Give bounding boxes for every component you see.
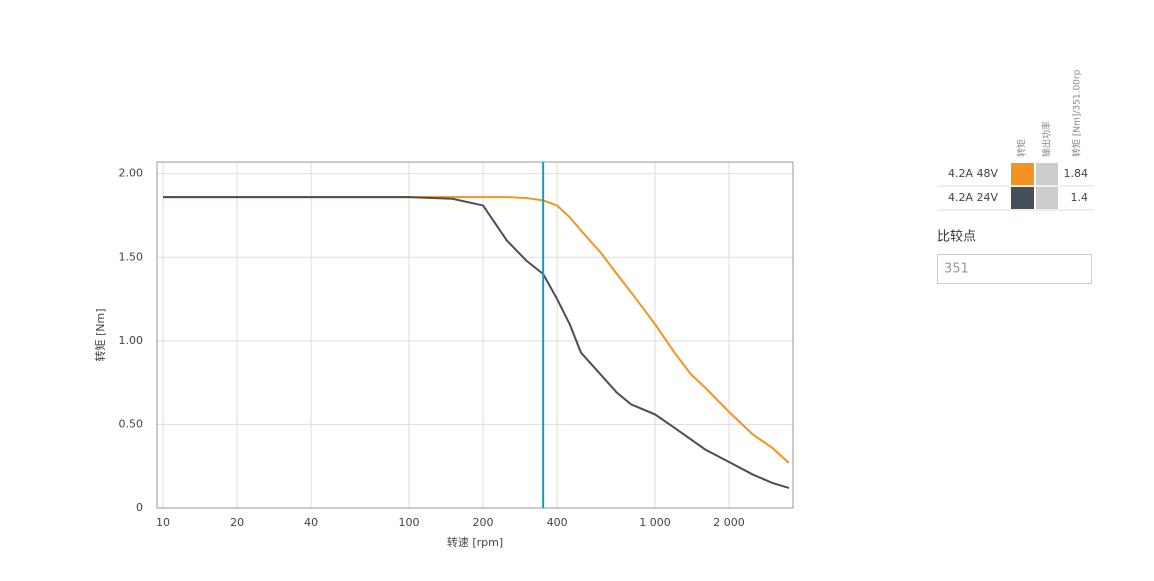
- x-tick-label: 2 000: [713, 516, 745, 529]
- power-swatch: [1036, 187, 1058, 209]
- x-tick-label: 10: [156, 516, 170, 529]
- legend-label: 4.2A 24V: [948, 191, 999, 204]
- table-value: 1.4: [1071, 191, 1089, 204]
- x-tick-label: 1 000: [639, 516, 671, 529]
- y-axis-title: 转矩 [Nm]: [93, 308, 107, 361]
- x-tick-label: 200: [473, 516, 494, 529]
- x-axis-title: 转速 [rpm]: [447, 535, 503, 549]
- series-line: [163, 196, 790, 464]
- compare-input-value[interactable]: 351: [944, 262, 969, 277]
- compare-label: 比较点: [937, 230, 976, 245]
- table-value: 1.84: [1064, 167, 1089, 180]
- table-header: 输出功率: [1041, 121, 1053, 157]
- power-swatch: [1036, 163, 1058, 185]
- x-tick-label: 40: [304, 516, 318, 529]
- compare-input[interactable]: [937, 254, 1092, 284]
- series-line: [163, 196, 790, 489]
- table-header: 转矩: [1016, 139, 1028, 157]
- y-tick-label: 1.00: [119, 334, 144, 347]
- y-tick-label: 1.50: [119, 250, 144, 263]
- legend-swatch: [1011, 163, 1034, 185]
- y-tick-label: 0: [136, 501, 143, 514]
- y-tick-label: 0.50: [119, 417, 144, 430]
- legend-label: 4.2A 48V: [948, 167, 999, 180]
- x-tick-label: 400: [547, 516, 568, 529]
- table-header: 转矩 [Nm]/351.00rp: [1071, 69, 1083, 157]
- x-tick-label: 100: [399, 516, 420, 529]
- plot-border: [156, 161, 794, 509]
- x-tick-label: 20: [230, 516, 244, 529]
- legend-swatch: [1011, 187, 1034, 209]
- y-tick-label: 2.00: [119, 167, 144, 180]
